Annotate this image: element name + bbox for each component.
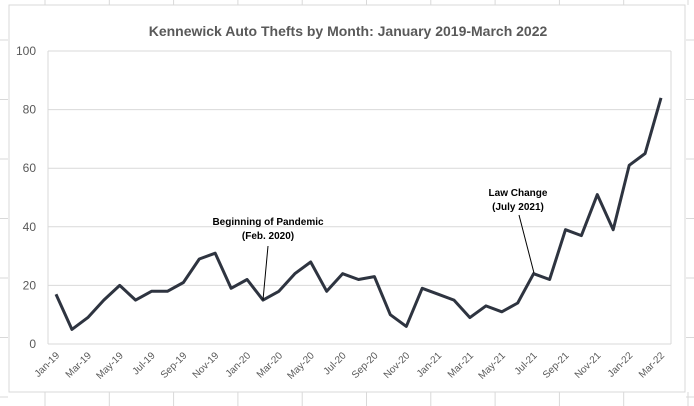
y-tick-label: 100 (16, 44, 36, 58)
chart-title: Kennewick Auto Thefts by Month: January … (149, 23, 548, 39)
y-tick-label: 80 (23, 103, 37, 117)
annotation-law-line1: Law Change (489, 188, 548, 199)
annotation-law-line2: (July 2021) (492, 202, 544, 213)
y-gridlines (47, 50, 672, 345)
y-tick-label: 40 (23, 220, 37, 234)
annotation-pandemic-line2: (Feb. 2020) (242, 231, 294, 242)
annotation-pandemic-line1: Beginning of Pandemic (212, 217, 324, 228)
chart-frame[interactable] (8, 4, 686, 393)
annotation-pandemic: Beginning of Pandemic (Feb. 2020) (212, 217, 324, 301)
y-tick-label: 0 (29, 337, 36, 351)
auto-thefts-line (54, 97, 663, 331)
annotation-law-change: Law Change (July 2021) (489, 188, 548, 274)
y-axis-ticks: 0 20 40 60 80 100 (16, 44, 36, 351)
annotation-pandemic-leader (262, 245, 269, 301)
annotation-law-leader (518, 214, 535, 274)
annotations: Beginning of Pandemic (Feb. 2020) Law Ch… (212, 188, 548, 301)
y-tick-label: 60 (23, 161, 37, 175)
y-tick-label: 20 (23, 278, 37, 292)
